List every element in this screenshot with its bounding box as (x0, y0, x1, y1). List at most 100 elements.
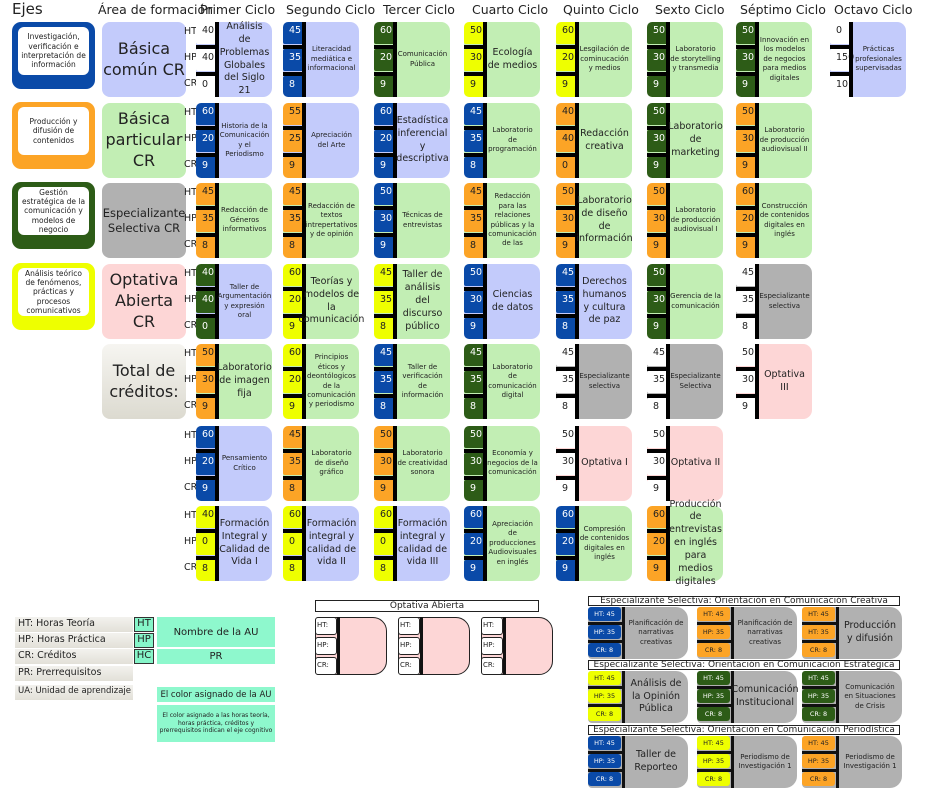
especializante-card[interactable]: HT: 45 HP: 35 CR: 8 Planificación de narrat… (588, 607, 688, 659)
legend-hp: HP: Horas Práctica (15, 633, 133, 648)
course-card[interactable]: 45 35 8 Especializante Selectiva (637, 344, 723, 419)
course-card[interactable]: 50 30 9 Optativa II (637, 426, 723, 501)
course-name: Optativa II (670, 457, 721, 469)
course-card[interactable]: 50 30 9 Laboratorio de imagen fija (186, 344, 272, 419)
cell-divider (556, 314, 577, 318)
course-card[interactable]: 45 35 8 Laboratorio de programación (454, 103, 540, 178)
optativa-abierta-card[interactable]: HT: HP: CR: (398, 617, 470, 675)
course-card[interactable]: 45 35 8 Laboratorio de diseño gráfico (273, 426, 359, 501)
course-card[interactable]: 50 30 9 Laboratorio de creatividad sonora (364, 426, 450, 501)
course-card[interactable]: 0 150 10 Prácticas profesionales supervisad… (820, 22, 906, 97)
course-card[interactable]: 60 20 9 Construcción de contenidos digitale… (726, 183, 812, 258)
course-card[interactable]: 60 20 9 Historia de la Comunicación y el Pe… (186, 103, 272, 178)
row-label-hp: HP (184, 213, 197, 224)
course-card[interactable]: 50 30 9 Ciencias de datos (454, 264, 540, 339)
course-card[interactable]: 40 40 0 Taller de Argumentación y expresión… (186, 264, 272, 339)
course-card[interactable]: 50 30 9 Optativa III (726, 344, 812, 419)
cell-divider (283, 126, 304, 130)
course-card[interactable]: 60 0 8 Formación integral y calidad de vida… (364, 506, 450, 581)
especializante-card[interactable]: HT: 45 HP: 35 CR: 8 Periodismo de Investiga… (697, 736, 797, 788)
course-card[interactable]: 45 35 8 Especializante selectiva (546, 344, 632, 419)
cell-divider (697, 704, 731, 707)
course-card[interactable]: 45 35 8 Redacción de Géneros informativos (186, 183, 272, 258)
course-card[interactable]: 60 20 9 Compresión de contenidos digitales … (546, 506, 632, 581)
course-ht: 60 (647, 506, 668, 528)
course-card[interactable]: 50 30 9 Ecología de medios (454, 22, 540, 97)
course-card[interactable]: 60 0 8 Formación integral y calidad de vida… (273, 506, 359, 581)
course-card[interactable]: 50 30 9 Innovación en los modelos de negoci… (726, 22, 812, 97)
course-ht: 60 (556, 22, 577, 44)
course-name: Laboratorio de creatividad sonora (397, 449, 448, 477)
course-name: Especializante Selectiva (670, 372, 721, 390)
course-card[interactable]: 40 0 8 Formación Integral y Calidad de Vida… (186, 506, 272, 581)
course-ht: 45 (647, 344, 668, 366)
course-card[interactable]: 45 35 8 Laboratorio de comunicación digital (454, 344, 540, 419)
especializante-cell: CR: 8 (802, 643, 835, 657)
course-card[interactable]: 45 35 8 Especializante selectiva (726, 264, 812, 339)
course-cr: 8 (464, 398, 485, 419)
course-name: Especializante selectiva (759, 292, 810, 310)
especializante-card[interactable]: HT: 45 HP: 35 CR: 8 Análisis de la Opinión … (588, 671, 688, 723)
course-card[interactable]: 50 30 9 Laboratorio de diseño de informació… (546, 183, 633, 258)
course-card[interactable]: 50 30 9 Gerencia de la comunicación (637, 264, 723, 339)
especializante-card[interactable]: HT: 45 HP: 35 CR: 8 Taller de Reporteo (588, 736, 688, 788)
course-card[interactable]: 45 35 8 Redacción para las relaciones públi… (454, 183, 540, 258)
course-card[interactable]: 50 30 9 Laboratorio de producción audiovisu… (637, 183, 723, 258)
cell-divider (556, 556, 577, 560)
course-hp: 20 (736, 210, 757, 232)
course-divider-bar (215, 344, 219, 419)
course-hp: 20 (374, 49, 395, 71)
course-card[interactable]: 60 20 9 Comunicación Pública (364, 22, 450, 97)
especializante-cell: HT: 45 (588, 736, 621, 750)
course-card[interactable]: 60 20 9 Producción de entrevistas en inglés… (637, 499, 723, 587)
course-hp: 30 (647, 453, 668, 475)
course-card[interactable]: 50 30 9 Laboratorio de producción audiovisu… (726, 103, 812, 178)
optativa-abierta-card[interactable]: HT: HP: CR: (315, 617, 387, 675)
course-card[interactable]: 45 35 8 Derechos humanos y cultura de paz (546, 264, 632, 339)
cell-divider (647, 206, 668, 210)
optativa-abierta-card[interactable]: HT: HP: CR: (481, 617, 553, 675)
course-name: Laboratorio de producción audiovisual I (670, 206, 721, 234)
cell-divider (464, 394, 485, 398)
course-card[interactable]: 45 35 8 Taller de verificación de informaci… (364, 344, 450, 419)
especializante-title: Especializante Selectiva: Orientación en… (588, 660, 900, 670)
course-card[interactable]: 45 35 8 Taller de análisis del discurso púb… (364, 264, 450, 339)
course-name: Compresión de contenidos digitales en in… (579, 524, 630, 561)
especializante-card[interactable]: HT: 45 HT: 35 CR: 8 Producción y difusión (802, 607, 902, 659)
course-card[interactable]: 50 30 9 Técnicas de entrevistas (364, 183, 450, 258)
course-card[interactable]: 50 30 9 Optativa I (546, 426, 632, 501)
course-ht: 40 (556, 103, 577, 125)
course-card[interactable]: 50 30 9 Laboratorio de marketing (637, 103, 723, 178)
especializante-card[interactable]: HT: 45 HP: 35 CR: 8 Periodismo de Investiga… (802, 736, 902, 788)
especializante-card[interactable]: HT: 45 HP: 35 CR: 8 Comunicación en Situaci… (802, 671, 902, 723)
course-card[interactable]: 40 40 0 Redacción creativa (546, 103, 632, 178)
course-card[interactable]: 50 30 9 Laboratorio de storytelling y trans… (637, 22, 723, 97)
cell-divider (647, 394, 668, 398)
axis-label: Producción y difusión de contenidos (18, 107, 89, 155)
course-card[interactable]: 60 20 9 Pensamiento Crítico (186, 426, 272, 501)
course-card[interactable]: 55 25 9 Apreciación del Arte (273, 103, 359, 178)
course-ht: 50 (647, 183, 668, 205)
cell-divider (196, 529, 217, 533)
course-card[interactable]: 50 30 9 Economía y negocios de la comunicac… (454, 426, 540, 501)
course-hp: 20 (283, 371, 304, 393)
course-card[interactable]: 45 35 8 Redacción de textos intrepertativos… (273, 183, 359, 258)
course-card[interactable]: 60 20 9 Teorías y modelos de la comunicació… (273, 264, 364, 339)
especializante-cell: CR: 8 (588, 772, 621, 786)
optativa-cell: HP: (481, 637, 503, 655)
cell-divider (736, 367, 757, 371)
course-card[interactable]: 60 20 9 Principios éticos y deontólogicos d… (273, 344, 359, 419)
cell-divider (283, 556, 304, 560)
course-hp: 35 (374, 371, 395, 393)
especializante-card[interactable]: HT: 45 HP: 35 CR: 8 Comunicación Institucio… (697, 671, 799, 723)
cell-divider (588, 704, 622, 707)
course-hp: 40 (196, 49, 217, 71)
course-card[interactable]: 45 35 8 Literacidad mediática e informacion… (273, 22, 359, 97)
course-hp: 35 (283, 49, 304, 71)
course-card[interactable]: 60 20 9 Apreciación de producciones Audiovi… (454, 506, 540, 581)
course-cr: 9 (556, 480, 577, 501)
especializante-card[interactable]: HT: 45 HP: 35 CR: 8 Planificación de narrat… (697, 607, 797, 659)
course-card[interactable]: 40 40 0 Análisis de Problemas Globales del … (186, 21, 272, 97)
course-card[interactable]: 60 20 9 Estadística inferencial y descripti… (364, 103, 450, 178)
course-card[interactable]: 60 20 9 Lesgilación de cominucación y medio… (546, 22, 632, 97)
